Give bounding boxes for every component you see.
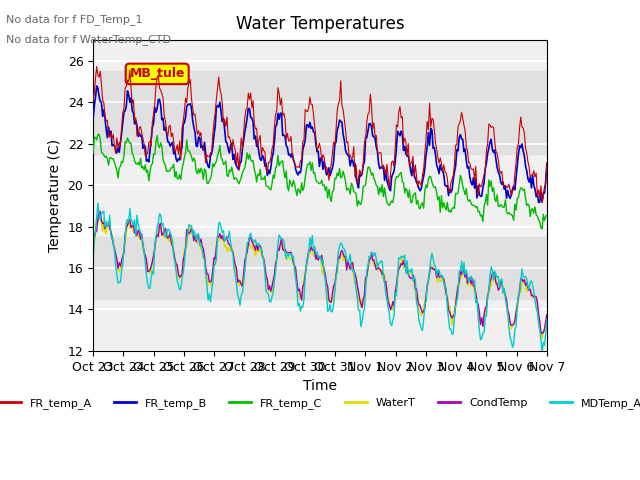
Text: No data for f WaterTemp_CTD: No data for f WaterTemp_CTD — [6, 34, 172, 45]
Text: MB_tule: MB_tule — [129, 67, 185, 80]
Title: Water Temperatures: Water Temperatures — [236, 15, 404, 33]
Legend: FR_temp_A, FR_temp_B, FR_temp_C, WaterT, CondTemp, MDTemp_A: FR_temp_A, FR_temp_B, FR_temp_C, WaterT,… — [0, 394, 640, 414]
Y-axis label: Temperature (C): Temperature (C) — [48, 139, 62, 252]
X-axis label: Time: Time — [303, 379, 337, 393]
Text: No data for f FD_Temp_1: No data for f FD_Temp_1 — [6, 14, 143, 25]
Bar — [93, 71, 547, 154]
Bar — [93, 237, 547, 299]
